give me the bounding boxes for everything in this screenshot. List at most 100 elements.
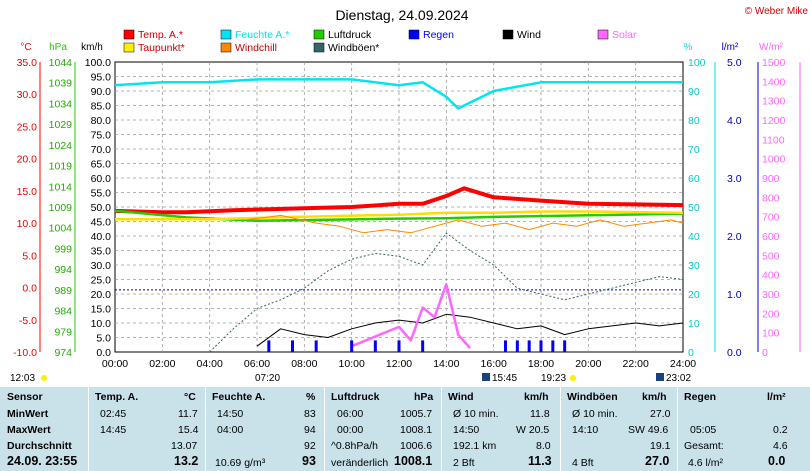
legend-swatch bbox=[597, 29, 609, 40]
temp-avg: 13.07 bbox=[171, 440, 198, 452]
legend-item: Taupunkt* bbox=[123, 42, 185, 54]
tick-label-solar: 1300 bbox=[762, 96, 786, 108]
axis-unit-wind: km/h bbox=[81, 42, 103, 53]
tick-label-humidity: 10 bbox=[688, 318, 700, 330]
tick-label-temp: 0.0 bbox=[22, 283, 37, 295]
tick-label-wind: 70.0 bbox=[91, 144, 112, 156]
legend-label: Windböen* bbox=[328, 42, 379, 54]
weather-chart: Dienstag, 24.09.2024 © Weber Mike Temp. … bbox=[10, 6, 809, 384]
gust-min: 27.0 bbox=[650, 408, 671, 420]
tick-label-humidity: 0 bbox=[688, 347, 694, 359]
series-layer bbox=[114, 78, 684, 353]
tick-label-pressure: 999 bbox=[54, 243, 72, 255]
tick-label-x: 14:00 bbox=[433, 358, 459, 370]
tick-label-temp: -10.0 bbox=[13, 347, 37, 359]
tick-label-rain: 3.0 bbox=[727, 173, 742, 185]
tick-label-humidity: 50 bbox=[688, 202, 700, 214]
tick-label-wind: 5.0 bbox=[96, 333, 111, 345]
tick-label-solar: 700 bbox=[762, 212, 780, 224]
tick-label-temp: 20.0 bbox=[17, 154, 38, 166]
tick-label-humidity: 20 bbox=[688, 289, 700, 301]
tick-label-pressure: 989 bbox=[54, 285, 72, 297]
hum-max: 94 bbox=[304, 424, 316, 436]
tick-label-solar: 1200 bbox=[762, 115, 786, 127]
tick-label-x: 18:00 bbox=[528, 358, 554, 370]
legend-item: Wind bbox=[502, 29, 541, 41]
rain-total-label: Gesamt: bbox=[684, 440, 724, 452]
sun-icon bbox=[41, 375, 47, 381]
pres-current: 1008.1 bbox=[394, 454, 433, 468]
temp-unit: °C bbox=[184, 391, 196, 403]
tick-label-pressure: 984 bbox=[54, 306, 72, 318]
wind-bft: 2 Bft bbox=[453, 457, 475, 469]
series-line-feuchte-a bbox=[114, 78, 683, 110]
legend-label: Regen bbox=[423, 29, 454, 41]
wind-min: 11.8 bbox=[530, 408, 550, 420]
axis-unit-solar: W/m² bbox=[759, 42, 784, 53]
tick-label-pressure: 1029 bbox=[49, 119, 73, 131]
tick-label-solar: 1500 bbox=[762, 57, 786, 69]
tick-label-humidity: 30 bbox=[688, 260, 700, 272]
row-label-sensor: Sensor bbox=[7, 391, 43, 403]
series-line-solar bbox=[351, 283, 471, 349]
tick-label-wind: 90.0 bbox=[91, 86, 112, 98]
tick-label-humidity: 90 bbox=[688, 86, 700, 98]
tick-label-pressure: 974 bbox=[54, 347, 72, 359]
tick-label-x: 02:00 bbox=[149, 358, 175, 370]
tick-label-solar: 100 bbox=[762, 328, 780, 340]
tick-label-wind: 30.0 bbox=[91, 260, 112, 272]
copyright-label: © Weber Mike bbox=[745, 6, 809, 17]
tick-label-rain: 5.0 bbox=[727, 57, 742, 69]
tick-label-solar: 900 bbox=[762, 173, 780, 185]
tick-label-x: 10:00 bbox=[339, 358, 365, 370]
tick-label-wind: 55.0 bbox=[91, 188, 112, 200]
statistics-table: Sensor MinWert MaxWert Durchschnitt 24.0… bbox=[0, 387, 810, 471]
tick-label-temp: 10.0 bbox=[17, 218, 38, 230]
hum-min: 83 bbox=[304, 408, 316, 420]
tick-label-pressure: 1014 bbox=[49, 181, 73, 193]
hum-header: Feuchte A. bbox=[212, 391, 266, 403]
temp-max: 15.4 bbox=[178, 424, 199, 436]
tick-label-pressure: 1044 bbox=[49, 57, 73, 69]
tick-label-x: 12:00 bbox=[386, 358, 412, 370]
hum-abs: 10.69 g/m³ bbox=[215, 457, 266, 469]
hum-unit: % bbox=[306, 391, 316, 403]
divider bbox=[677, 387, 678, 471]
moon-icon bbox=[656, 373, 664, 381]
gust-unit: km/h bbox=[642, 391, 667, 403]
row-label-avg: Durchschnitt bbox=[7, 440, 72, 452]
temp-current: 13.2 bbox=[174, 454, 199, 468]
series-line-wind bbox=[256, 313, 684, 347]
tick-label-temp: 15.0 bbox=[17, 186, 38, 198]
tick-label-x: 06:00 bbox=[244, 358, 270, 370]
tick-label-rain: 2.0 bbox=[727, 231, 742, 243]
legend: Temp. A.* Feuchte A.* Luftdruck Regen Wind So… bbox=[123, 29, 637, 54]
gust-min-label: Ø 10 min. bbox=[572, 408, 618, 420]
rain-max-time: 05:05 bbox=[690, 424, 717, 436]
pres-min: 1005.7 bbox=[400, 408, 433, 420]
tick-label-temp: 35.0 bbox=[17, 57, 38, 69]
series-line-windb-en bbox=[209, 232, 684, 353]
series-line-windchill bbox=[245, 214, 684, 234]
tick-label-wind: 0.0 bbox=[96, 347, 111, 359]
tick-label-pressure: 979 bbox=[54, 326, 72, 338]
moon-event-label: 23:02 bbox=[666, 373, 691, 384]
moon-icon bbox=[482, 373, 490, 381]
pres-avg: 1006.6 bbox=[400, 440, 433, 452]
pres-state: veränderlich bbox=[331, 457, 389, 469]
tick-label-x: 16:00 bbox=[481, 358, 507, 370]
rain-monthly: 4.6 l/m² bbox=[688, 457, 724, 469]
hum-avg: 92 bbox=[304, 440, 316, 452]
tick-label-pressure: 1034 bbox=[49, 98, 73, 110]
divider bbox=[205, 387, 206, 471]
axis-unit-temp: °C bbox=[20, 42, 31, 53]
legend-item: Solar bbox=[597, 29, 637, 41]
legend-label: Luftdruck bbox=[328, 29, 372, 41]
tick-label-wind: 60.0 bbox=[91, 173, 112, 185]
hum-max-time: 04:00 bbox=[217, 424, 244, 436]
series-line-taupunkt bbox=[115, 210, 684, 221]
tick-label-solar: 1400 bbox=[762, 76, 786, 88]
tick-label-rain: 1.0 bbox=[727, 289, 742, 301]
tick-label-wind: 100.0 bbox=[85, 57, 111, 69]
wind-avg: 8.0 bbox=[536, 440, 551, 452]
